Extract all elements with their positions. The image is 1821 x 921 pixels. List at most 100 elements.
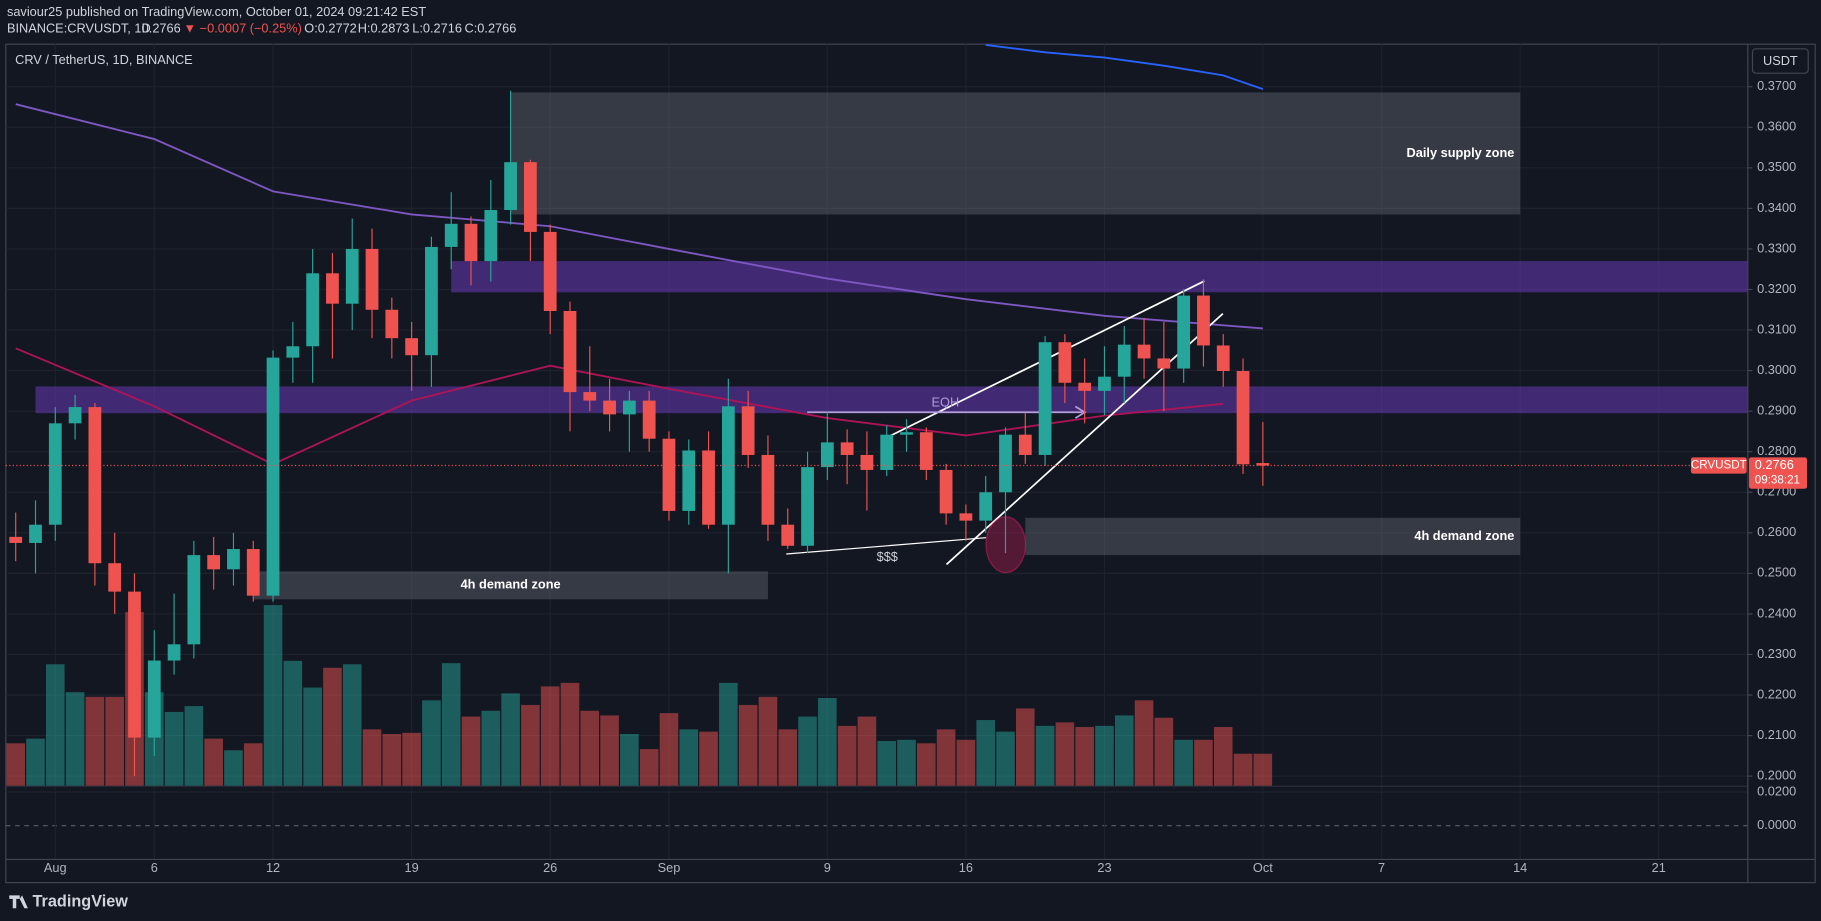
x-tick-label: 16 <box>959 860 973 875</box>
volume-bar <box>877 740 897 787</box>
y-tick-label: 0.3600 <box>1757 119 1796 134</box>
y-tick-label: 0.2900 <box>1757 403 1796 418</box>
chart-title: CRV / TetherUS, 1D, BINANCE <box>15 52 193 67</box>
candle-body <box>939 469 953 514</box>
volume-bar <box>580 710 600 787</box>
volume-bar <box>441 663 461 787</box>
volume-bar <box>1154 717 1174 787</box>
candle-body <box>1098 376 1111 391</box>
candle-body <box>959 513 973 521</box>
zone <box>451 261 1748 293</box>
trendline <box>945 312 1224 566</box>
candle-body <box>583 392 597 401</box>
candle-body <box>702 450 715 525</box>
x-tick-label: 14 <box>1513 860 1527 875</box>
candle-body <box>1058 342 1072 383</box>
volume-bar <box>481 710 501 787</box>
candle-body <box>524 162 537 232</box>
zone <box>510 92 1521 215</box>
candle-body <box>207 555 221 570</box>
volume-bar <box>659 713 679 787</box>
y-tick-label: 0.3100 <box>1757 321 1796 336</box>
candle-body <box>1256 463 1270 466</box>
currency-button[interactable] <box>1751 48 1809 74</box>
volume-bar <box>283 660 303 787</box>
currency-label[interactable]: USDT <box>1763 53 1798 68</box>
y-tick-label: 0.3500 <box>1757 159 1796 174</box>
volume-bar <box>362 729 382 787</box>
volume-bar <box>1194 739 1213 787</box>
y2-tick-label: 0.0200 <box>1757 783 1796 798</box>
volume-bar <box>857 716 877 787</box>
candle-body <box>603 400 616 415</box>
volume-bar <box>461 716 481 787</box>
volume-bar <box>303 687 322 787</box>
volume-bar <box>837 725 857 787</box>
zone <box>253 571 768 600</box>
volume-bar <box>679 729 699 787</box>
volume-bar <box>501 693 520 787</box>
candle-body <box>642 400 656 439</box>
volume-bar <box>521 704 540 787</box>
candle-body <box>88 407 102 564</box>
volume-bar <box>204 738 223 787</box>
volume-bar <box>1095 725 1114 787</box>
candle-body <box>1078 382 1092 391</box>
volume-bar <box>85 696 105 787</box>
zone-label: 4h demand zone <box>1414 528 1514 543</box>
candle-body <box>365 248 379 310</box>
volume-bar <box>342 664 362 787</box>
candle-body <box>761 454 775 525</box>
volume-bar <box>1114 715 1134 787</box>
indicator-line <box>985 44 1264 91</box>
header-close: C:0.2766 <box>465 20 517 35</box>
candle-body <box>405 338 419 356</box>
y-tick-label: 0.2500 <box>1757 565 1796 580</box>
volume-bar <box>105 696 124 787</box>
candle-body <box>266 357 280 596</box>
y-tick-label: 0.2200 <box>1757 686 1796 701</box>
candle-body <box>1216 345 1230 372</box>
volume-bar <box>778 729 798 787</box>
y-tick-label: 0.2600 <box>1757 524 1796 539</box>
annotation: $$$ <box>877 549 898 564</box>
volume-bar <box>382 733 402 787</box>
candle-body <box>543 231 557 311</box>
volume-bar <box>263 605 283 787</box>
countdown-label: 09:38:21 <box>1755 474 1800 487</box>
candle-body <box>662 438 676 511</box>
trendline <box>786 537 987 555</box>
candle-body <box>48 423 62 525</box>
candle-body <box>187 555 201 645</box>
volume-bar <box>224 750 243 787</box>
y-tick-label: 0.2000 <box>1757 767 1796 782</box>
volume-bar <box>1213 727 1233 787</box>
candle-body <box>444 223 458 247</box>
x-tick-label: 23 <box>1097 860 1111 875</box>
candle-body <box>227 549 240 570</box>
candle-body <box>1236 371 1250 465</box>
candle-body <box>781 524 795 546</box>
candle-body <box>1038 342 1052 455</box>
header-change: ▼ −0.0007 (−0.25%) <box>183 20 301 35</box>
logo-icon <box>9 895 28 909</box>
volume-bar <box>1174 739 1193 787</box>
candle-body <box>425 246 438 356</box>
candle-body <box>484 210 498 262</box>
candle-body <box>464 223 478 262</box>
volume-bar <box>719 682 738 787</box>
x-tick-label: 7 <box>1378 860 1385 875</box>
header-open: O:0.2772 <box>304 20 357 35</box>
candle-body <box>563 310 577 393</box>
candle-body <box>286 346 300 358</box>
volume-bar <box>540 686 560 787</box>
candle-body <box>801 467 814 546</box>
y-tick-label: 0.2100 <box>1757 727 1796 742</box>
volume-bar <box>26 738 45 787</box>
candle-body <box>721 406 735 525</box>
x-tick-label: Aug <box>44 860 67 875</box>
volume-bar <box>620 733 639 787</box>
volume-bar <box>639 749 659 787</box>
